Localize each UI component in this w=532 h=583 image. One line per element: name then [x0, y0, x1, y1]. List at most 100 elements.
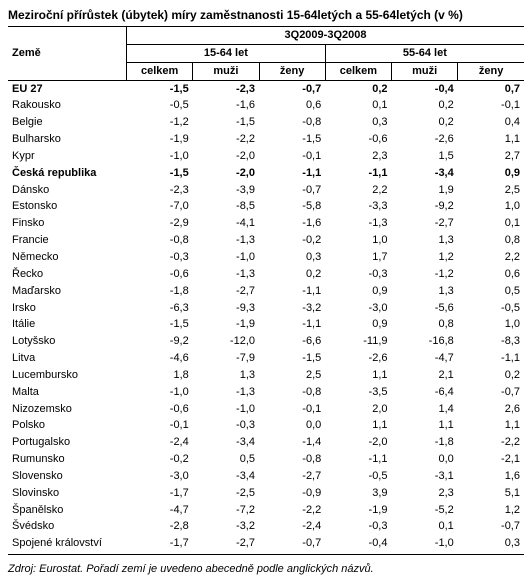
country-cell: Itálie — [8, 316, 127, 333]
value-cell: -0,5 — [127, 97, 193, 114]
table-row: Estonsko-7,0-8,5-5,8-3,3-9,21,0 — [8, 198, 524, 215]
value-cell: -6,6 — [259, 333, 325, 350]
value-cell: 2,5 — [259, 367, 325, 384]
value-cell: -0,3 — [325, 266, 391, 283]
country-cell: EU 27 — [8, 80, 127, 97]
table-row: Malta-1,0-1,3-0,8-3,5-6,4-0,7 — [8, 384, 524, 401]
value-cell: 1,8 — [127, 367, 193, 384]
value-cell: 2,0 — [325, 401, 391, 418]
value-cell: -1,1 — [259, 165, 325, 182]
header-sub-total-1: celkem — [127, 62, 193, 80]
country-cell: Řecko — [8, 266, 127, 283]
value-cell: -1,8 — [127, 283, 193, 300]
value-cell: 0,2 — [259, 266, 325, 283]
value-cell: 0,9 — [325, 316, 391, 333]
value-cell: 0,9 — [458, 165, 524, 182]
table-row: Itálie-1,5-1,9-1,10,90,81,0 — [8, 316, 524, 333]
value-cell: -9,2 — [127, 333, 193, 350]
value-cell: -1,1 — [325, 165, 391, 182]
value-cell: -0,7 — [458, 384, 524, 401]
value-cell: -0,8 — [259, 451, 325, 468]
value-cell: 1,0 — [458, 198, 524, 215]
table-row: Španělsko-4,7-7,2-2,2-1,9-5,21,2 — [8, 502, 524, 519]
value-cell: -1,0 — [193, 249, 259, 266]
value-cell: -1,7 — [127, 535, 193, 554]
value-cell: -7,9 — [193, 350, 259, 367]
value-cell: 0,3 — [458, 535, 524, 554]
value-cell: -1,9 — [193, 316, 259, 333]
country-cell: Nizozemsko — [8, 401, 127, 418]
country-cell: Maďarsko — [8, 283, 127, 300]
header-sub-men-1: muži — [193, 62, 259, 80]
value-cell: 2,1 — [392, 367, 458, 384]
header-sub-total-2: celkem — [325, 62, 391, 80]
value-cell: -16,8 — [392, 333, 458, 350]
value-cell: -2,0 — [325, 434, 391, 451]
value-cell: -0,7 — [259, 535, 325, 554]
table-row: Řecko-0,6-1,30,2-0,3-1,20,6 — [8, 266, 524, 283]
value-cell: -3,4 — [193, 434, 259, 451]
table-row: Slovinsko-1,7-2,5-0,93,92,35,1 — [8, 485, 524, 502]
header-group-15-64: 15-64 let — [127, 44, 326, 62]
value-cell: -12,0 — [193, 333, 259, 350]
value-cell: -0,3 — [127, 249, 193, 266]
country-cell: Finsko — [8, 215, 127, 232]
value-cell: 0,2 — [458, 367, 524, 384]
country-cell: Španělsko — [8, 502, 127, 519]
value-cell: -1,2 — [392, 266, 458, 283]
value-cell: -4,6 — [127, 350, 193, 367]
value-cell: -4,7 — [127, 502, 193, 519]
header-sub-women-2: ženy — [458, 62, 524, 80]
value-cell: -2,4 — [127, 434, 193, 451]
value-cell: -1,4 — [259, 434, 325, 451]
value-cell: -0,3 — [325, 518, 391, 535]
value-cell: 1,5 — [392, 148, 458, 165]
country-cell: Dánsko — [8, 182, 127, 199]
value-cell: 1,1 — [325, 367, 391, 384]
value-cell: 1,1 — [325, 417, 391, 434]
table-row: Německo-0,3-1,00,31,71,22,2 — [8, 249, 524, 266]
value-cell: -1,6 — [259, 215, 325, 232]
value-cell: -1,5 — [127, 316, 193, 333]
table-row: Spojené království-1,7-2,7-0,7-0,4-1,00,… — [8, 535, 524, 554]
value-cell: -1,3 — [193, 384, 259, 401]
value-cell: -5,6 — [392, 300, 458, 317]
value-cell: 1,6 — [458, 468, 524, 485]
value-cell: -3,1 — [392, 468, 458, 485]
value-cell: -1,1 — [259, 316, 325, 333]
table-row: Švédsko-2,8-3,2-2,4-0,30,1-0,7 — [8, 518, 524, 535]
country-cell: Rakousko — [8, 97, 127, 114]
value-cell: 0,3 — [259, 249, 325, 266]
value-cell: -2,8 — [127, 518, 193, 535]
value-cell: -9,3 — [193, 300, 259, 317]
table-row: Litva-4,6-7,9-1,5-2,6-4,7-1,1 — [8, 350, 524, 367]
table-row: Česká republika-1,5-2,0-1,1-1,1-3,40,9 — [8, 165, 524, 182]
country-cell: Švédsko — [8, 518, 127, 535]
value-cell: -2,7 — [259, 468, 325, 485]
value-cell: -0,7 — [259, 182, 325, 199]
value-cell: 0,3 — [325, 114, 391, 131]
value-cell: -0,1 — [259, 148, 325, 165]
value-cell: 0,1 — [325, 97, 391, 114]
value-cell: 1,1 — [458, 131, 524, 148]
table-row: Irsko-6,3-9,3-3,2-3,0-5,6-0,5 — [8, 300, 524, 317]
value-cell: 0,1 — [392, 518, 458, 535]
table-row: EU 27-1,5-2,3-0,70,2-0,40,7 — [8, 80, 524, 97]
header-period: 3Q2009-3Q2008 — [127, 27, 525, 45]
table-row: Lucembursko1,81,32,51,12,10,2 — [8, 367, 524, 384]
table-row: Belgie-1,2-1,5-0,80,30,20,4 — [8, 114, 524, 131]
value-cell: -3,4 — [193, 468, 259, 485]
value-cell: -1,0 — [392, 535, 458, 554]
value-cell: 0,8 — [458, 232, 524, 249]
value-cell: -0,5 — [458, 300, 524, 317]
value-cell: -0,1 — [458, 97, 524, 114]
value-cell: 0,2 — [392, 97, 458, 114]
table-row: Kypr-1,0-2,0-0,12,31,52,7 — [8, 148, 524, 165]
country-cell: Lotyšsko — [8, 333, 127, 350]
table-row: Nizozemsko-0,6-1,0-0,12,01,42,6 — [8, 401, 524, 418]
table-row: Finsko-2,9-4,1-1,6-1,3-2,70,1 — [8, 215, 524, 232]
value-cell: 1,4 — [392, 401, 458, 418]
value-cell: -0,3 — [193, 417, 259, 434]
value-cell: 1,2 — [458, 502, 524, 519]
value-cell: -0,7 — [259, 80, 325, 97]
